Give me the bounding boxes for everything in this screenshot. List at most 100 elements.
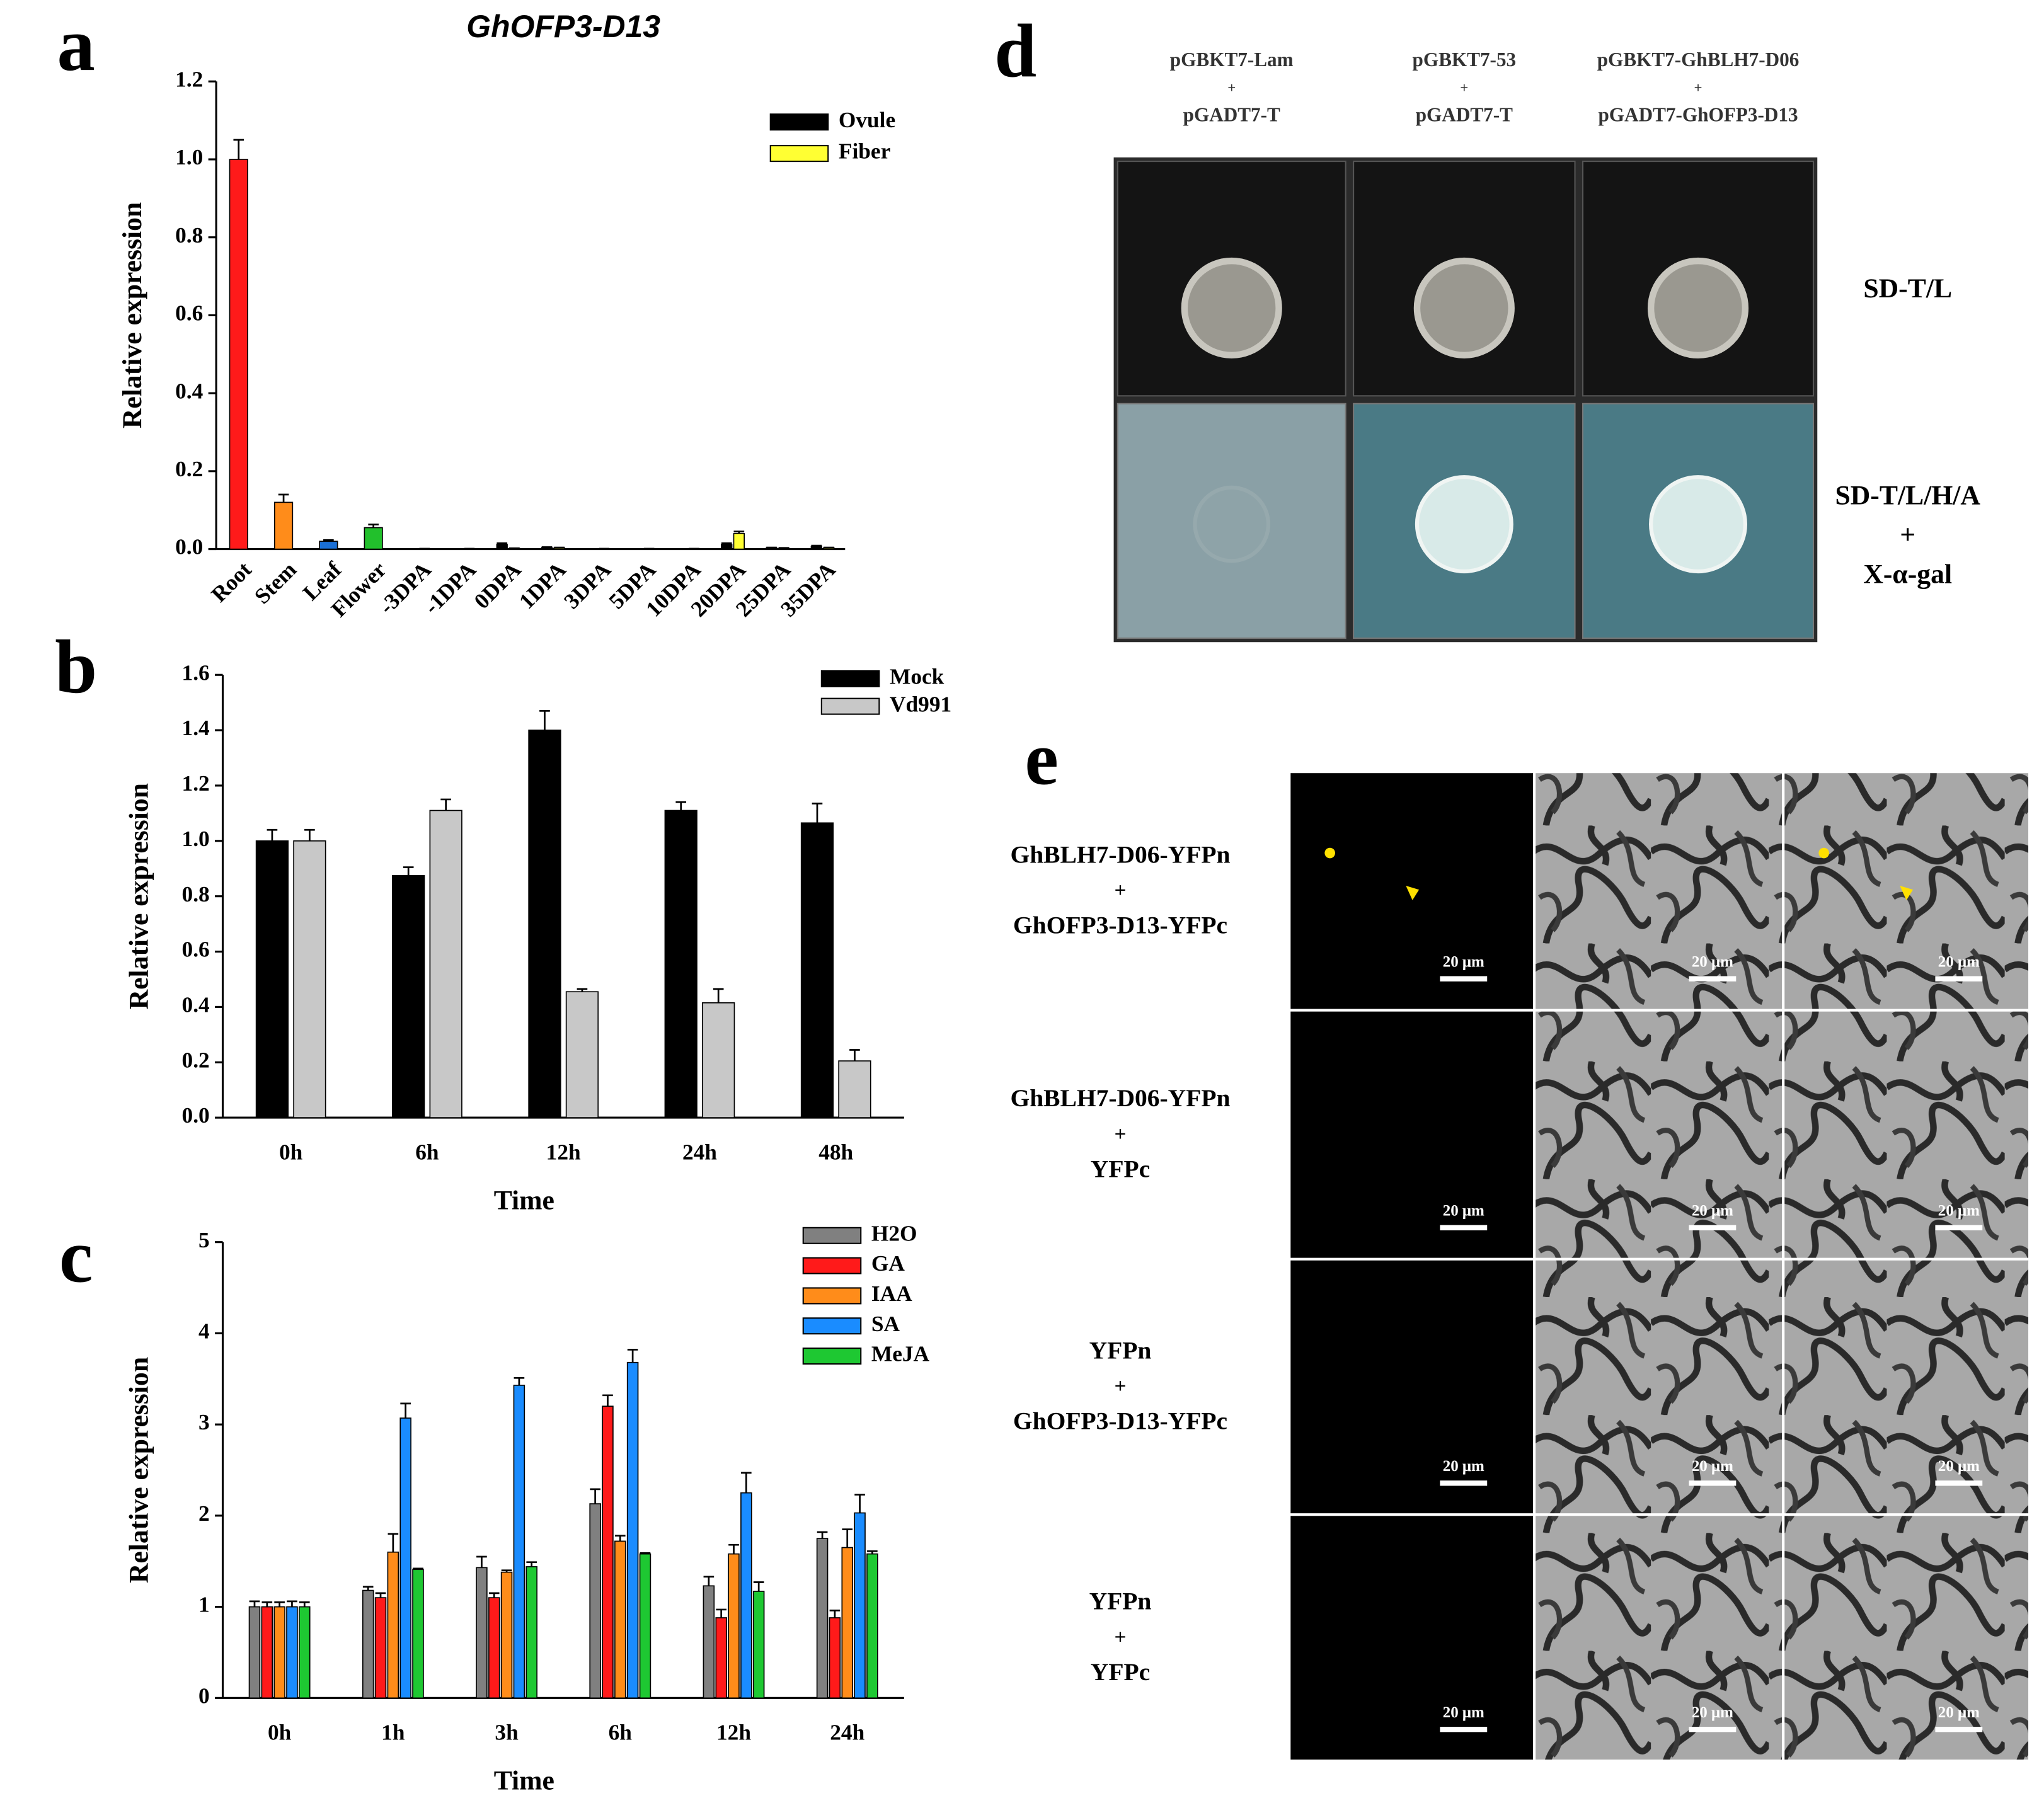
- column-header: pGADT7-GhOFP3-D13: [1598, 104, 1798, 126]
- micrograph: [1290, 1516, 1533, 1760]
- bar: [664, 810, 698, 1118]
- legend-label: MeJA: [871, 1341, 930, 1366]
- yfp-signal: [1406, 886, 1420, 900]
- y-tick-label: 1.0: [175, 144, 203, 169]
- bar: [387, 1551, 399, 1699]
- colony: [1649, 475, 1747, 574]
- panel-label: e: [1025, 717, 1059, 801]
- row-label: +: [1114, 1625, 1126, 1649]
- scale-bar-label: 20 μm: [1692, 1704, 1733, 1721]
- error-bar: [554, 546, 565, 549]
- column-header: +: [1694, 80, 1702, 96]
- bar: [528, 730, 561, 1118]
- bar: [286, 1606, 298, 1699]
- y-tick-label: 0.6: [175, 300, 203, 326]
- column-header: pGADT7-T: [1183, 104, 1280, 126]
- yfp-signal: [1900, 886, 1914, 900]
- panel-label: c: [59, 1215, 93, 1299]
- scale-bar-label: 20 μm: [1938, 1203, 1980, 1220]
- bar: [500, 1571, 513, 1699]
- colony: [1647, 257, 1749, 359]
- scale-bar-label: 20 μm: [1443, 1458, 1484, 1475]
- y-tick-label: 0.4: [182, 992, 210, 1017]
- error-bar: [497, 542, 508, 545]
- error-bar: [388, 1533, 399, 1552]
- scale-bar-label: 20 μm: [1443, 1704, 1484, 1721]
- bar: [841, 1547, 853, 1699]
- x-tick-label: 12h: [546, 1139, 581, 1164]
- legend-label: IAA: [871, 1281, 912, 1306]
- panel-label: a: [57, 3, 95, 87]
- error-bar: [539, 710, 550, 731]
- legend-label: Ovule: [839, 107, 895, 132]
- error-bar: [304, 828, 315, 841]
- error-bar: [778, 547, 789, 549]
- y-tick-label: 5: [198, 1227, 210, 1252]
- error-bar: [614, 1535, 626, 1542]
- y-tick-label: 1.6: [182, 660, 210, 685]
- row-label: X-α-gal: [1863, 559, 1952, 589]
- x-tick-label: 0h: [268, 1720, 292, 1745]
- error-bar: [812, 803, 823, 823]
- error-bar: [501, 1569, 512, 1572]
- column-header: +: [1460, 80, 1468, 96]
- x-tick-label: 6h: [415, 1139, 439, 1164]
- legend-label: Mock: [890, 664, 944, 689]
- row-label: SD-T/L: [1863, 273, 1952, 304]
- y-tick-label: 1.2: [182, 770, 210, 796]
- legend-swatch: [769, 145, 829, 163]
- error-bar: [400, 1402, 411, 1419]
- error-bar: [627, 1349, 638, 1363]
- x-tick-label: 1h: [381, 1720, 405, 1745]
- bar: [829, 1617, 841, 1699]
- legend-label: H2O: [871, 1220, 917, 1245]
- bar: [816, 1538, 829, 1699]
- error-bar: [526, 1561, 537, 1567]
- error-bar: [713, 988, 724, 1003]
- bar: [299, 1606, 311, 1699]
- scale-bar-label: 20 μm: [1692, 953, 1733, 970]
- error-bar: [488, 1592, 500, 1598]
- bar: [800, 822, 834, 1118]
- bar: [525, 1566, 537, 1699]
- y-tick-label: 0.8: [182, 881, 210, 907]
- x-tick-label: 12h: [716, 1720, 751, 1745]
- legend-label: Vd991: [890, 691, 951, 716]
- row-label: +: [1114, 1375, 1126, 1398]
- error-bar: [577, 988, 588, 992]
- error-bar: [274, 1601, 285, 1607]
- y-axis-label: Relative expression: [124, 1357, 154, 1583]
- row-label: +: [1114, 879, 1126, 902]
- panel-label: b: [55, 626, 97, 709]
- micrograph: [1290, 1260, 1533, 1514]
- legend-label: SA: [871, 1311, 900, 1336]
- row-label: GhBLH7-D06-YFPn: [1010, 1084, 1230, 1112]
- bar: [838, 1060, 871, 1118]
- x-tick-label: 24h: [830, 1720, 864, 1745]
- error-bar: [590, 1488, 600, 1504]
- y-tick-label: 0.0: [182, 1102, 210, 1128]
- bar: [476, 1567, 488, 1699]
- x-tick-label: 48h: [818, 1139, 853, 1164]
- bar: [513, 1385, 525, 1699]
- x-tick-label: 24h: [682, 1139, 717, 1164]
- scale-bar-label: 20 μm: [1443, 953, 1484, 970]
- column-header: pGBKT7-GhBLH7-D06: [1597, 49, 1800, 71]
- bar: [261, 1606, 273, 1699]
- legend-swatch: [802, 1317, 862, 1335]
- bar: [626, 1361, 639, 1699]
- micrograph: [1784, 1260, 2029, 1514]
- error-bar: [368, 524, 379, 528]
- error-bar: [287, 1600, 297, 1607]
- column-header: +: [1227, 80, 1236, 96]
- bar: [752, 1591, 765, 1699]
- y-tick-label: 1: [198, 1592, 210, 1617]
- bar: [412, 1569, 424, 1699]
- y-tick-label: 0: [198, 1683, 210, 1708]
- scale-bar-label: 20 μm: [1692, 1203, 1733, 1220]
- y-axis-label: Relative expression: [124, 783, 154, 1009]
- error-bar: [278, 493, 289, 503]
- row-label: YFPn: [1089, 1588, 1152, 1615]
- legend-label: Fiber: [839, 139, 890, 164]
- y-tick-label: 0.8: [175, 222, 203, 248]
